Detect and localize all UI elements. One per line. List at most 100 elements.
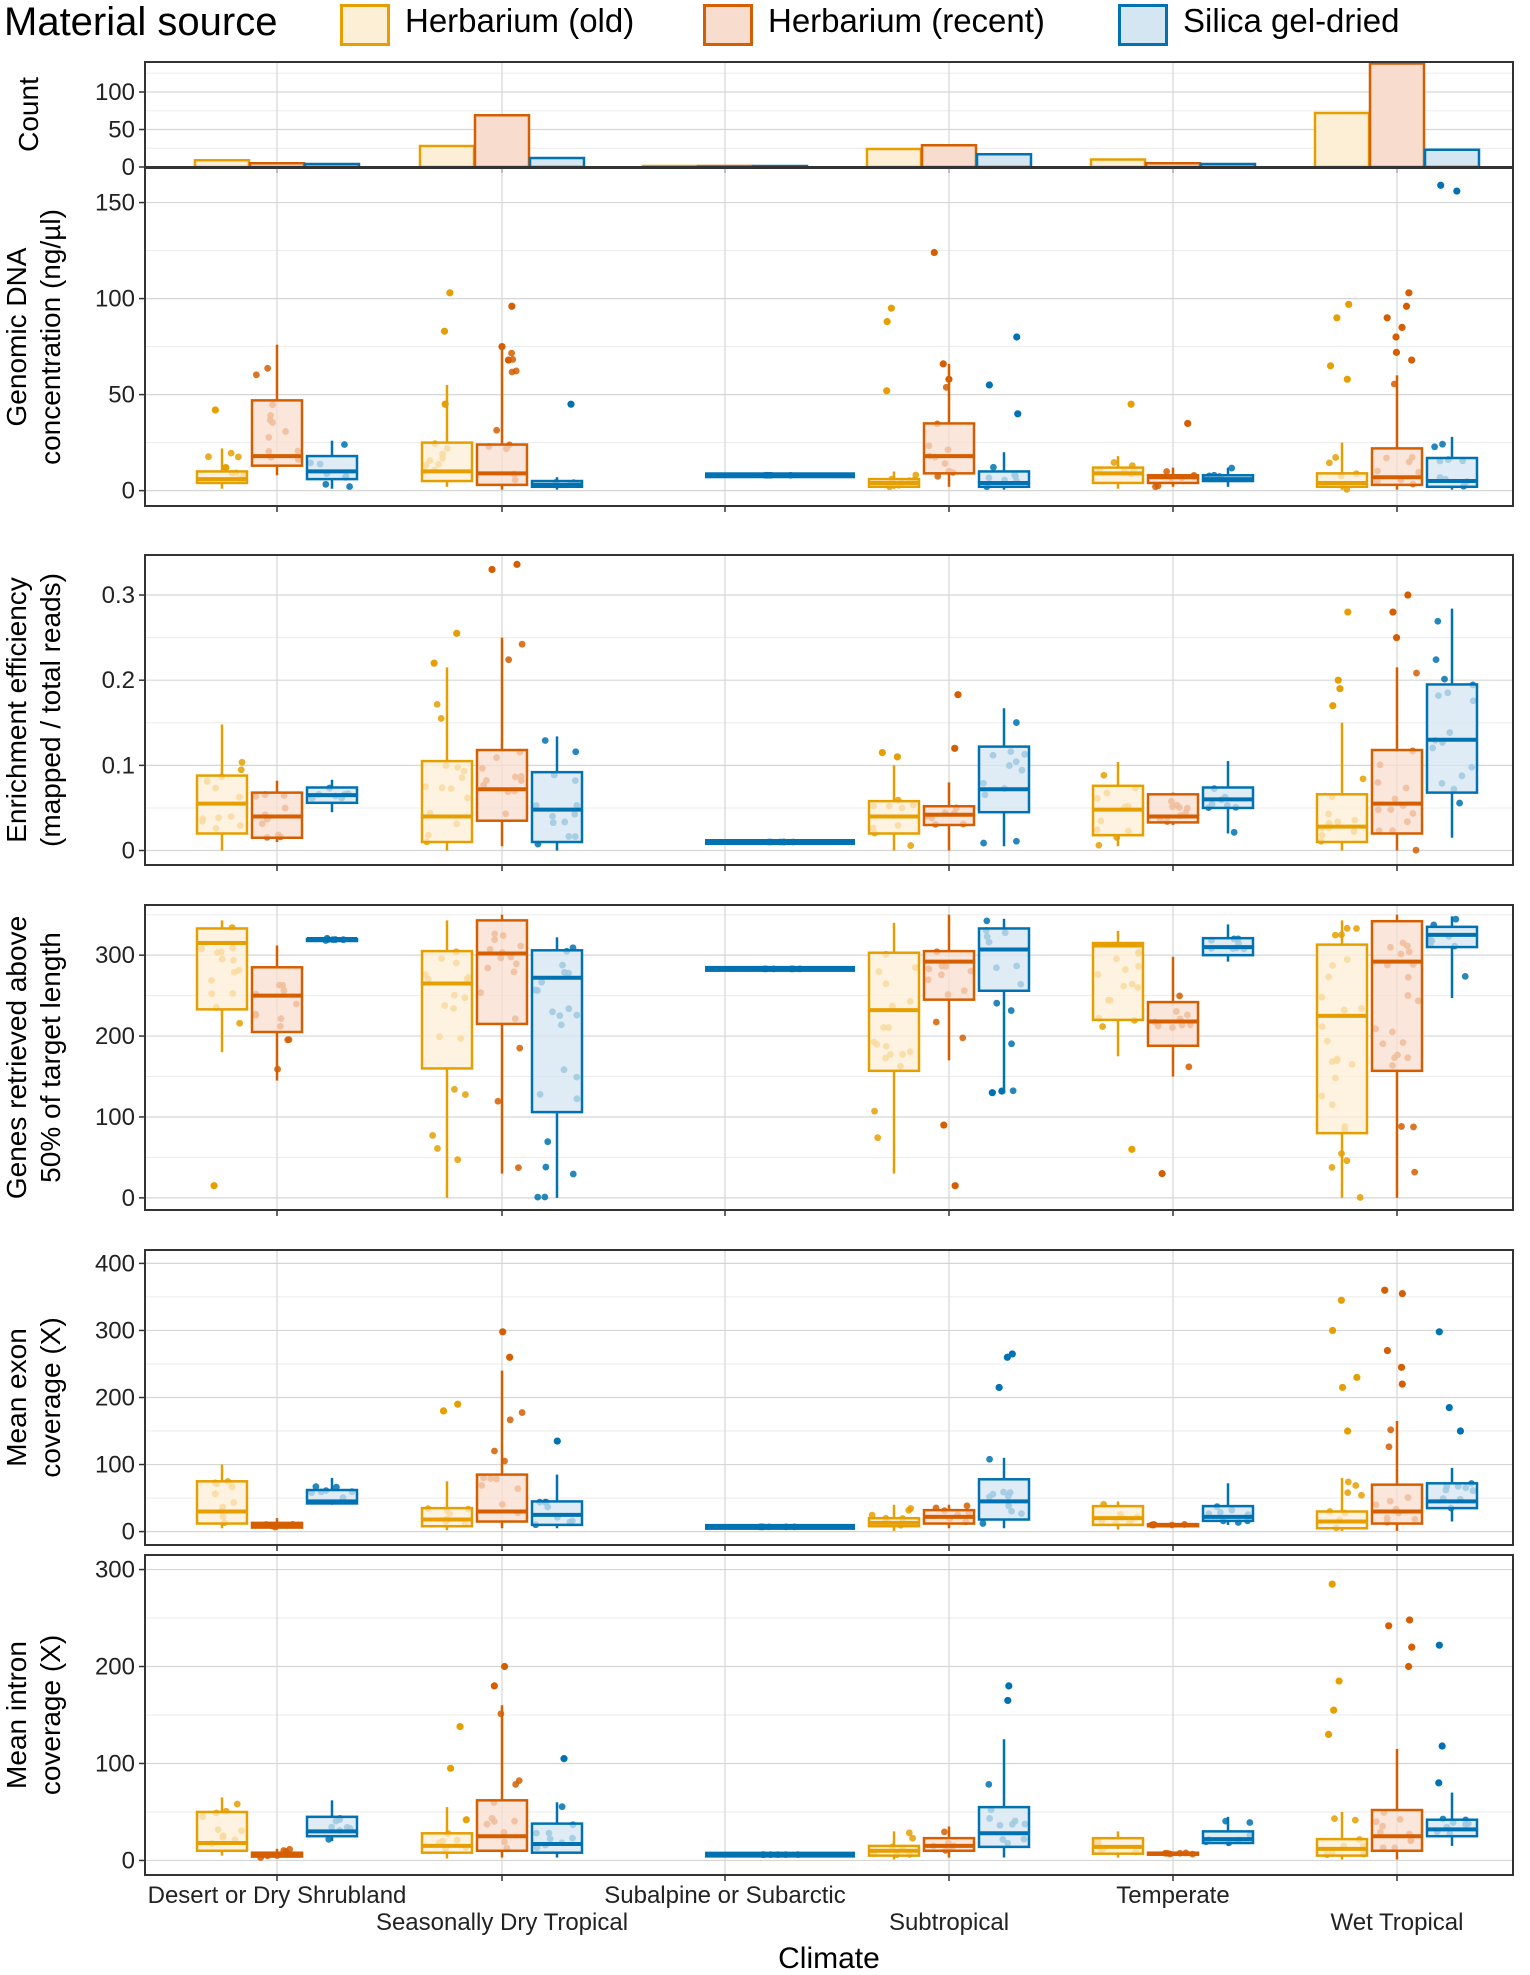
point-silica-gel-dried-subtropical [1013, 837, 1020, 845]
y-tick-label: 150 [95, 190, 135, 217]
box-herbarium-recent-wet-tropical [1370, 1808, 1424, 1853]
y-tick-label: 0.3 [102, 582, 135, 609]
panel-border [144, 904, 1514, 1211]
point-herbarium-recent-desert-or-dry-shrubland [284, 1036, 292, 1044]
point-herbarium-old-seasonally-dry-tropical [434, 1145, 441, 1152]
y-tick-label: 300 [95, 1557, 135, 1584]
x-axis-title: Climate [778, 1942, 880, 1975]
outlier-herbarium-recent-subtropical [940, 1121, 948, 1129]
outlier-silica-gel-dried-wet-tropical [1438, 1742, 1446, 1750]
y-axis-title: (mapped / total reads) [35, 573, 66, 847]
outlier-herbarium-recent-wet-tropical [1397, 1363, 1406, 1371]
point-silica-gel-dried-seasonally-dry-tropical [569, 1170, 577, 1178]
outlier-herbarium-recent-wet-tropical [1402, 302, 1411, 310]
point-silica-gel-dried-seasonally-dry-tropical [541, 1193, 549, 1201]
point-herbarium-old-seasonally-dry-tropical [437, 715, 445, 722]
bar-herbarium-old-wet-tropical [1313, 111, 1371, 169]
y-axis-title: Mean exon [1, 1328, 32, 1467]
outlier-herbarium-old-wet-tropical [1344, 608, 1352, 616]
point-silica-gel-dried-seasonally-dry-tropical [542, 1163, 550, 1171]
outlier-silica-gel-dried-wet-tropical [1445, 1403, 1453, 1412]
point-herbarium-old-wet-tropical [1331, 1815, 1338, 1823]
y-axis-title: Count [13, 77, 44, 152]
outlier-silica-gel-dried-subtropical [995, 1383, 1003, 1392]
box-herbarium-old-wet-tropical [1315, 943, 1369, 1135]
box-silica-gel-dried-wet-tropical [1425, 925, 1479, 949]
point-silica-gel-dried-wet-tropical [1434, 617, 1442, 625]
outlier-herbarium-recent-wet-tropical [1405, 1662, 1413, 1671]
x-tick-label-subalpine-or-subarctic: Subalpine or Subarctic [604, 1882, 845, 1909]
box-herbarium-recent-seasonally-dry-tropical [475, 919, 529, 1026]
box-silica-gel-dried-seasonally-dry-tropical [530, 949, 584, 1114]
point-silica-gel-dried-subtropical [990, 463, 997, 471]
point-silica-gel-dried-desert-or-dry-shrubland [312, 1483, 320, 1491]
outlier-herbarium-old-wet-tropical [1338, 1383, 1347, 1392]
outlier-herbarium-old-seasonally-dry-tropical [439, 1407, 448, 1415]
point-herbarium-recent-desert-or-dry-shrubland [252, 371, 260, 379]
outlier-herbarium-recent-wet-tropical [1392, 348, 1401, 356]
outlier-herbarium-recent-wet-tropical [1405, 1616, 1414, 1624]
outlier-herbarium-old-wet-tropical [1353, 1373, 1361, 1381]
outlier-herbarium-recent-wet-tropical [1383, 1346, 1392, 1355]
outlier-herbarium-recent-subtropical [945, 375, 953, 383]
point-herbarium-recent-seasonally-dry-tropical [512, 367, 520, 375]
box-herbarium-old-seasonally-dry-tropical [420, 759, 474, 844]
point-herbarium-recent-subtropical [959, 1034, 967, 1042]
outlier-herbarium-old-wet-tropical [1334, 676, 1342, 684]
outlier-silica-gel-dried-seasonally-dry-tropical [567, 400, 575, 408]
box-herbarium-old-seasonally-dry-tropical [420, 949, 474, 1070]
outlier-silica-gel-dried-wet-tropical [1437, 181, 1445, 189]
outlier-herbarium-recent-subtropical [939, 360, 947, 368]
outlier-herbarium-old-seasonally-dry-tropical [440, 327, 449, 335]
outlier-herbarium-recent-seasonally-dry-tropical [498, 343, 506, 351]
point-silica-gel-dried-wet-tropical [1432, 656, 1440, 664]
outlier-herbarium-old-seasonally-dry-tropical [446, 1764, 455, 1772]
y-tick-label: 0 [122, 1519, 135, 1546]
point-herbarium-recent-seasonally-dry-tropical [508, 349, 515, 357]
point-herbarium-recent-seasonally-dry-tropical [518, 1409, 526, 1416]
point-silica-gel-dried-subtropical [980, 839, 987, 847]
point-herbarium-recent-subtropical [932, 1018, 940, 1026]
point-herbarium-old-wet-tropical [1353, 925, 1360, 932]
outlier-herbarium-recent-subtropical [954, 691, 962, 699]
outlier-herbarium-old-wet-tropical [1344, 1427, 1352, 1435]
outlier-herbarium-old-wet-tropical [1335, 1677, 1343, 1685]
outlier-silica-gel-dried-wet-tropical [1435, 1328, 1443, 1336]
bar-herbarium-recent-seasonally-dry-tropical [473, 114, 531, 169]
outlier-herbarium-recent-seasonally-dry-tropical [508, 302, 516, 310]
point-herbarium-recent-desert-or-dry-shrubland [264, 364, 272, 372]
point-herbarium-old-desert-or-dry-shrubland [234, 453, 242, 461]
outlier-herbarium-recent-wet-tropical [1389, 608, 1397, 616]
outlier-silica-gel-dried-seasonally-dry-tropical [553, 1437, 561, 1445]
point-herbarium-old-wet-tropical [1344, 1478, 1352, 1486]
outlier-herbarium-recent-seasonally-dry-tropical [506, 1353, 514, 1361]
y-axis-title: 50% of target length [35, 932, 66, 1183]
box-silica-gel-dried-subalpine-or-subarctic [705, 472, 855, 479]
x-tick-label-wet-tropical: Wet Tropical [1331, 1909, 1464, 1936]
point-herbarium-old-subtropical [907, 1504, 915, 1512]
point-silica-gel-dried-temperate [1246, 1819, 1254, 1826]
outlier-silica-gel-dried-seasonally-dry-tropical [560, 1755, 568, 1763]
box-herbarium-recent-seasonally-dry-tropical [475, 1473, 529, 1523]
panel-genes: 0 100 200 300 Genes retrieved above 50% of ta… [1, 904, 1514, 1216]
box-silica-gel-dried-subtropical [977, 1805, 1031, 1849]
box-herbarium-recent-desert-or-dry-shrubland [250, 966, 304, 1034]
box-herbarium-old-seasonally-dry-tropical [420, 1506, 474, 1528]
y-axis-title: Enrichment efficiency [1, 577, 32, 843]
point-herbarium-old-subtropical [874, 1134, 882, 1142]
point-herbarium-recent-subtropical [934, 472, 942, 480]
point-herbarium-old-wet-tropical [1352, 1482, 1360, 1489]
point-herbarium-old-desert-or-dry-shrubland [205, 453, 212, 461]
point-herbarium-recent-wet-tropical [1410, 1123, 1417, 1131]
point-herbarium-recent-seasonally-dry-tropical [506, 1416, 514, 1424]
point-herbarium-old-subtropical [912, 471, 920, 479]
point-herbarium-old-wet-tropical [1332, 454, 1340, 461]
point-silica-gel-dried-desert-or-dry-shrubland [346, 483, 353, 490]
outlier-herbarium-old-temperate [1128, 1145, 1136, 1153]
outlier-herbarium-old-wet-tropical [1337, 1296, 1345, 1304]
y-axis-title: coverage (X) [35, 1317, 66, 1477]
point-herbarium-old-wet-tropical [1343, 1157, 1351, 1165]
box-herbarium-old-temperate [1091, 941, 1145, 1022]
outlier-herbarium-old-wet-tropical [1328, 1580, 1336, 1588]
